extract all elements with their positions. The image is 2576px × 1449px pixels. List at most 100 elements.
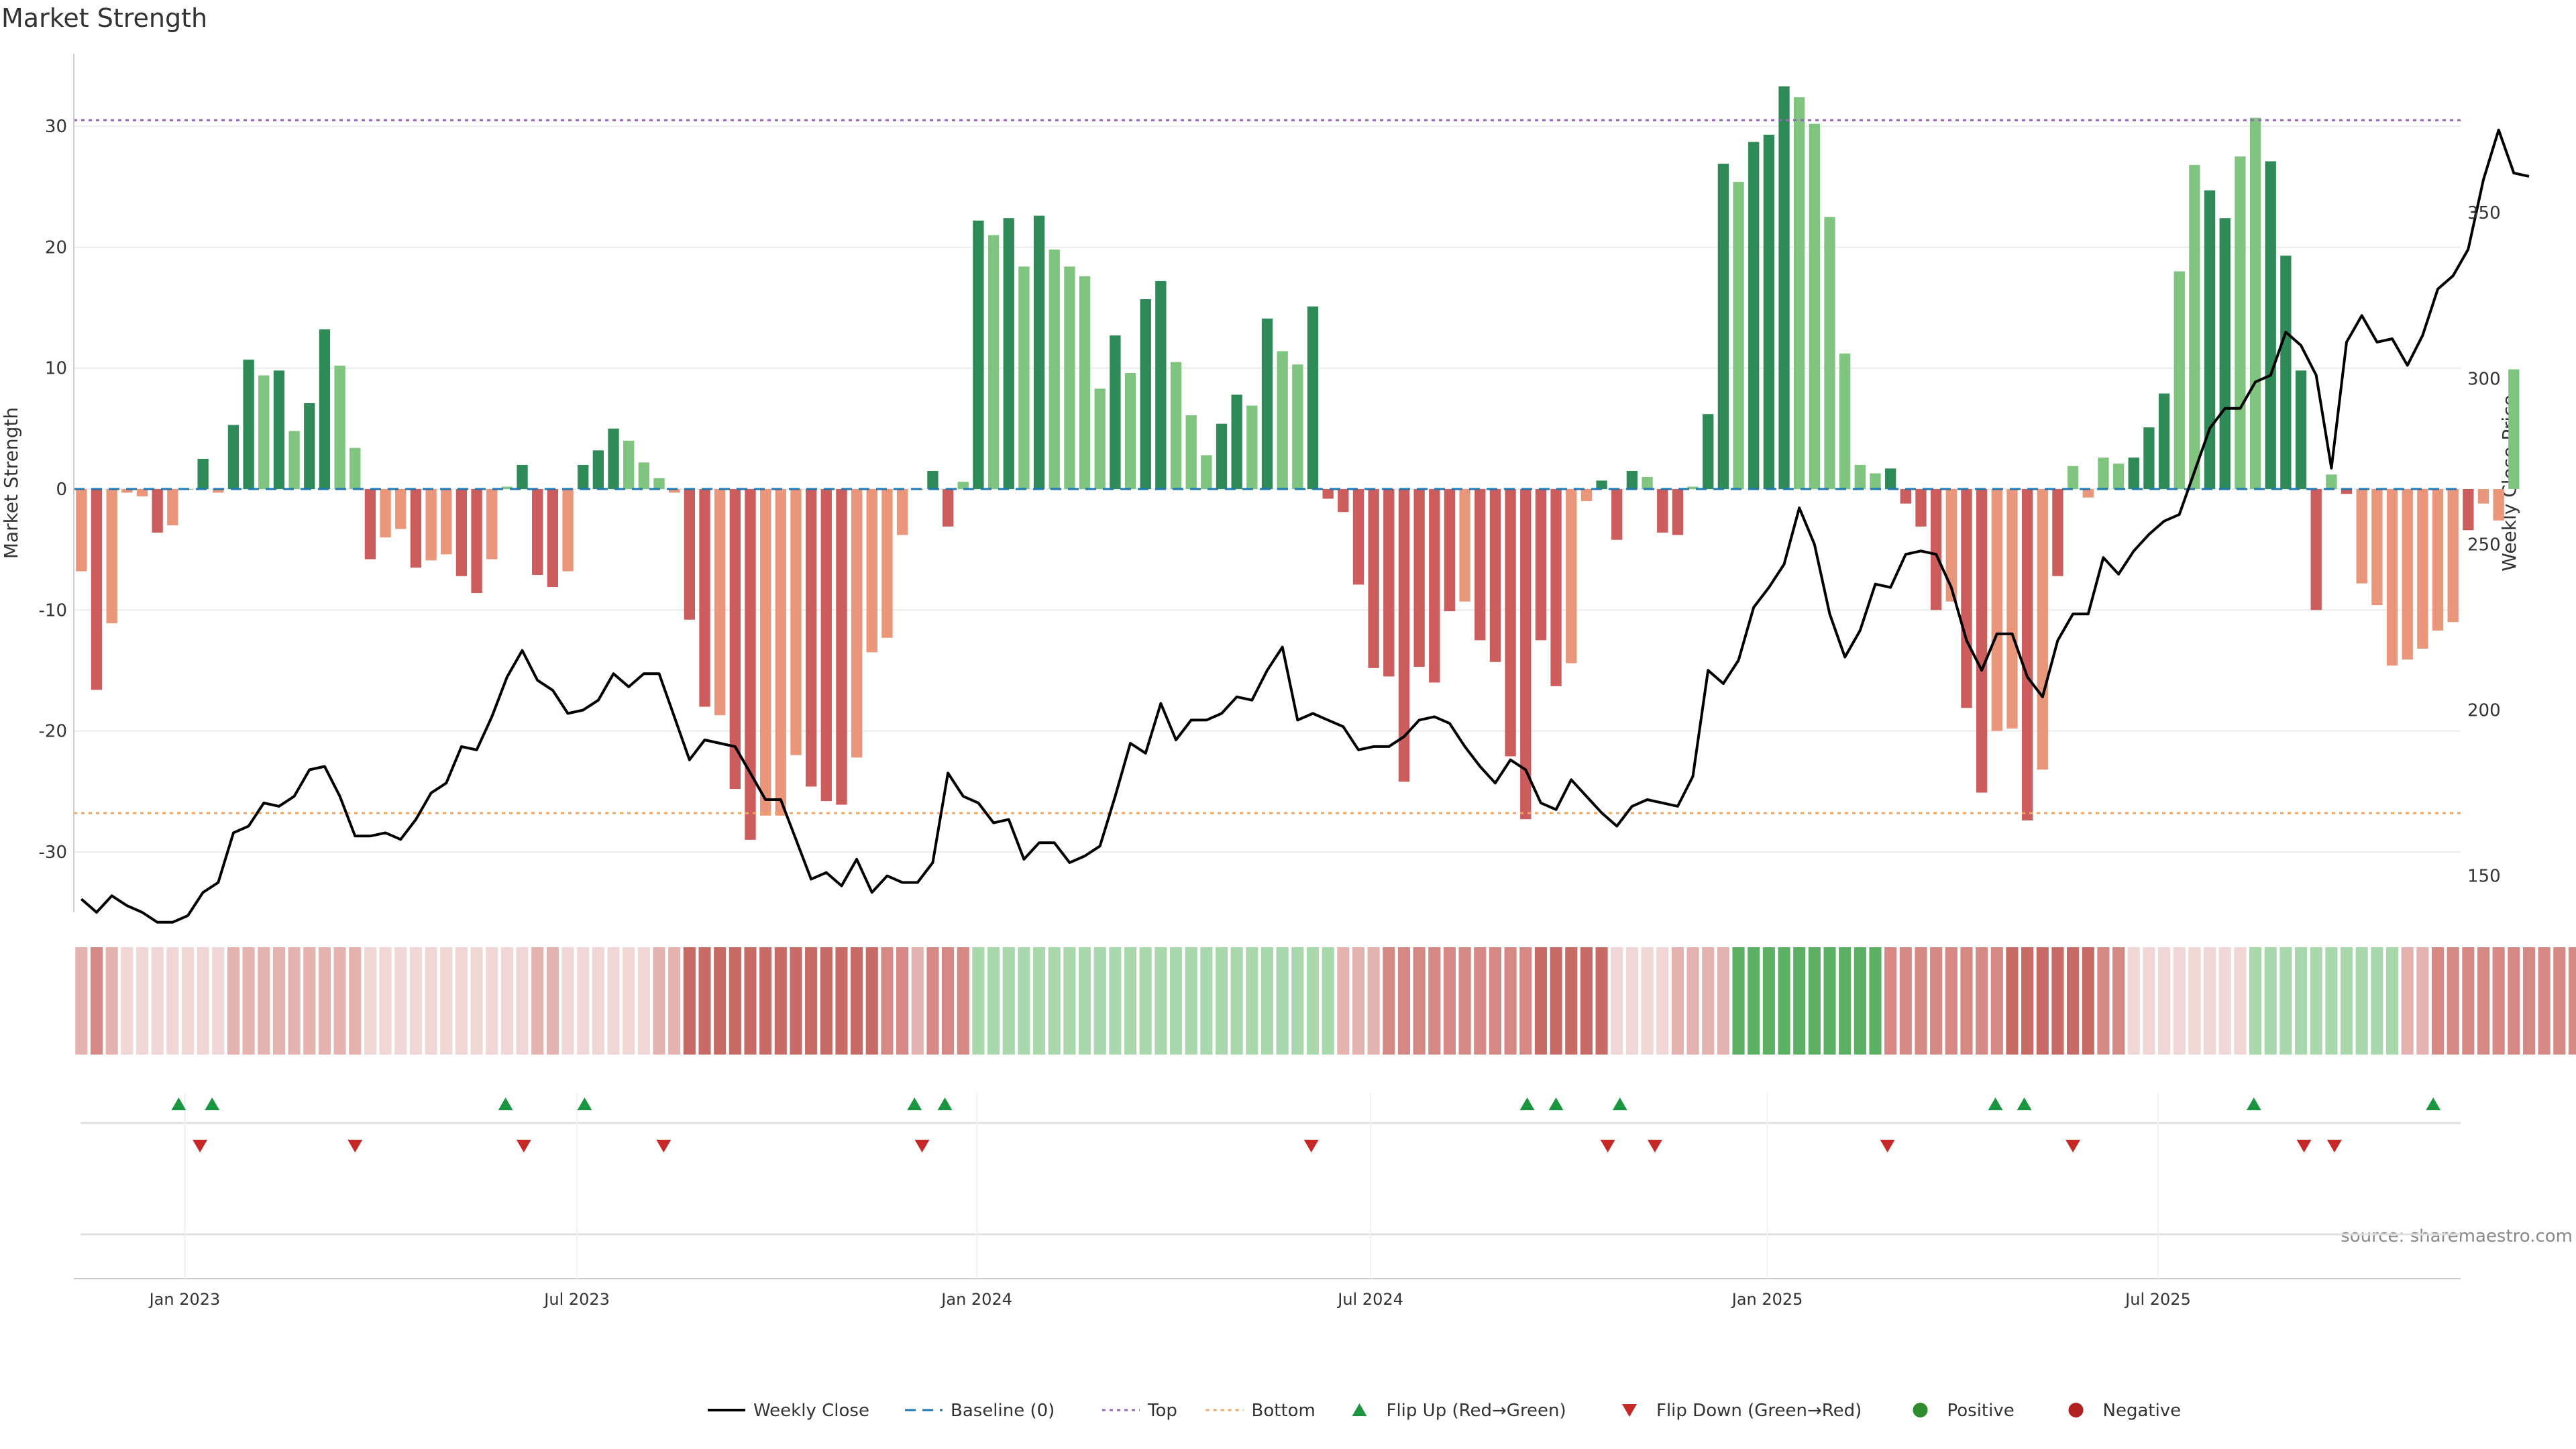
strength-band-cell [1230, 947, 1243, 1055]
strength-bar [623, 440, 635, 490]
strength-band-cell [1656, 947, 1669, 1055]
strength-band-cell [197, 947, 209, 1055]
strength-band-cell [318, 947, 331, 1055]
strength-band-cell [303, 947, 316, 1055]
flip-up-marker [498, 1097, 513, 1110]
strength-band-cell [1215, 947, 1228, 1055]
strength-bar [1520, 489, 1532, 820]
strength-bar [1809, 123, 1821, 490]
strength-bar [1124, 372, 1136, 490]
strength-bar [106, 489, 117, 624]
strength-band-cell [1458, 947, 1471, 1055]
strength-bar [2052, 489, 2063, 576]
strength-bar [1246, 405, 1258, 490]
strength-band-cell [1748, 947, 1760, 1055]
strength-band-cell [121, 947, 133, 1055]
weekly-close-line [80, 128, 2530, 924]
strength-band-cell [942, 947, 955, 1055]
strength-band-cell [531, 947, 544, 1055]
strength-band-cell [1002, 947, 1015, 1055]
strength-band-cell [1443, 947, 1456, 1055]
strength-band-cell [1671, 947, 1684, 1055]
strength-band-cell [561, 947, 574, 1055]
strength-bar [1885, 468, 1896, 490]
strength-bar [2310, 489, 2322, 610]
strength-bar [1094, 388, 1106, 490]
strength-bar [1444, 489, 1456, 612]
strength-band-cell [714, 947, 727, 1055]
strength-bar [517, 464, 528, 490]
x-tick-label: Jul 2023 [543, 1290, 610, 1309]
strength-band-cell [2051, 947, 2064, 1055]
flip-up-marker [2246, 1097, 2261, 1110]
strength-bar [1900, 489, 1911, 504]
strength-bar [1064, 266, 1075, 490]
y-axis-label: Market Strength [0, 407, 22, 559]
strength-bar [1201, 455, 1212, 490]
flip-up-marker [205, 1097, 220, 1110]
strength-bar [2006, 489, 2018, 729]
strength-bar [1307, 306, 1319, 490]
strength-band-cell [409, 947, 422, 1055]
x-tick-label: Jul 2025 [2124, 1290, 2191, 1309]
strength-band-cell [607, 947, 620, 1055]
strength-band-cell [1550, 947, 1562, 1055]
strength-band-cell [2067, 947, 2080, 1055]
strength-band-cell [1884, 947, 1897, 1055]
strength-bar [1961, 489, 1972, 708]
strength-band-cell [957, 947, 969, 1055]
strength-bar [684, 489, 695, 620]
strength-bar [1140, 299, 1151, 490]
strength-bar [1930, 489, 1942, 610]
strength-bar [486, 489, 498, 559]
strength-bar [2371, 489, 2383, 606]
strength-bar [987, 235, 1000, 490]
flip-up-marker [2426, 1097, 2441, 1110]
strength-bar [578, 464, 589, 490]
strength-bar [319, 329, 331, 490]
strength-bar [2082, 489, 2094, 498]
strength-bar [1429, 489, 1440, 683]
strength-band-cell [1260, 947, 1274, 1055]
strength-bar [2098, 458, 2109, 490]
strength-band-cell [987, 947, 1000, 1055]
strength-band-cell [500, 947, 513, 1055]
strength-band-cell [2036, 947, 2049, 1055]
strength-band-cell [653, 947, 665, 1055]
strength-bar [2112, 464, 2125, 490]
strength-band-cell [1930, 947, 1943, 1055]
strength-band-cell [896, 947, 909, 1055]
strength-band-cell [1169, 947, 1183, 1055]
strength-band-cell [1048, 947, 1061, 1055]
legend-flip-up-swatch [1352, 1403, 1367, 1416]
strength-band-cell [2553, 947, 2566, 1055]
strength-bar [927, 470, 938, 490]
strength-bar [167, 489, 178, 526]
strength-bar [2037, 489, 2048, 770]
legend-label: Weekly Close [753, 1401, 869, 1421]
strength-band-cell [2143, 947, 2155, 1055]
strength-bar [1277, 351, 1288, 490]
strength-bar [2174, 271, 2185, 490]
strength-band-cell [1489, 947, 1502, 1055]
strength-band-cell [136, 947, 149, 1055]
legend-label: Top [1147, 1401, 1177, 1421]
y-tick-label: -30 [39, 843, 67, 863]
strength-band-cell [774, 947, 787, 1055]
strength-band-cell [1641, 947, 1654, 1055]
strength-bar [1049, 250, 1060, 490]
strength-bar [896, 489, 908, 535]
strength-bar [1915, 489, 1927, 527]
strength-bar [1185, 415, 1197, 490]
strength-band-cell [577, 947, 590, 1055]
flip-up-marker [1988, 1097, 2003, 1110]
strength-bar [1383, 489, 1395, 677]
strength-band-cell [881, 947, 894, 1055]
strength-band-cell [212, 947, 225, 1055]
strength-band-cell [516, 947, 529, 1055]
y2-tick-label: 300 [2467, 369, 2501, 389]
strength-bar [775, 489, 786, 816]
strength-band-cell [2021, 947, 2034, 1055]
strength-band-cell [2477, 947, 2490, 1055]
strength-bar [1216, 423, 1228, 490]
